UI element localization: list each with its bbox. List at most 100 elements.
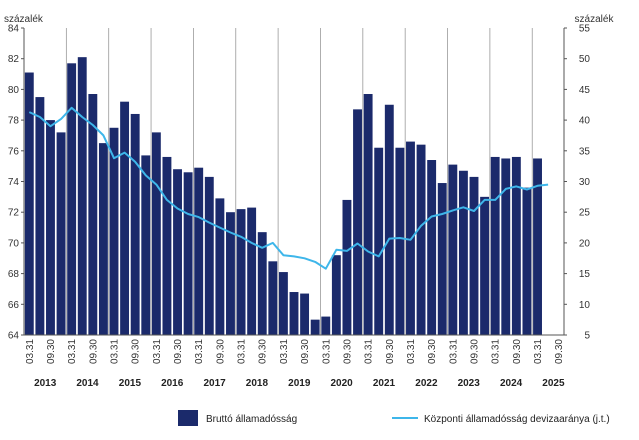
bar	[278, 272, 288, 335]
bar	[151, 132, 161, 335]
year-label: 2016	[161, 378, 184, 389]
x-tick-label: 09.30	[342, 339, 353, 364]
bar	[215, 198, 225, 335]
legend-label-line: Központi államadósság devizaaránya (j.t.…	[424, 414, 610, 425]
bar	[321, 316, 331, 335]
x-tick-label: 09.30	[470, 339, 481, 364]
left-tick-label: 84	[8, 24, 20, 35]
legend: Bruttó államadósság Központi államadóssá…	[178, 410, 610, 426]
left-tick-label: 76	[8, 146, 20, 157]
year-label: 2022	[415, 378, 438, 389]
year-label: 2021	[373, 378, 396, 389]
left-tick-label: 78	[8, 116, 20, 127]
line-path	[28, 106, 549, 270]
bar	[77, 57, 87, 335]
bar	[416, 144, 426, 335]
left-tick-label: 80	[8, 85, 20, 96]
right-tick-label: 50	[579, 54, 591, 65]
left-axis-unit: százalék	[4, 14, 44, 25]
bar	[310, 319, 320, 335]
year-label: 2024	[500, 378, 523, 389]
bar	[331, 255, 341, 335]
bar	[109, 127, 119, 336]
bar	[501, 158, 511, 335]
bar	[173, 169, 182, 335]
bar	[130, 113, 140, 336]
bar	[395, 147, 405, 335]
right-axis-unit: százalék	[575, 14, 615, 25]
year-labels: 2013 2014 2015 2016 2017 2018 2019 2020 2021 2022…	[34, 378, 565, 389]
left-tick-label: 82	[8, 54, 20, 65]
bar	[384, 104, 394, 335]
bar	[427, 160, 437, 335]
bar	[236, 209, 246, 335]
x-tick-label: 03.31	[25, 339, 36, 364]
left-axis-ticks: 64 66 68 70 72 74 76 78 80 82 84	[8, 24, 24, 342]
x-tick-label: 09.30	[300, 339, 311, 364]
right-tick-label: 10	[579, 300, 591, 311]
bar	[374, 147, 384, 335]
bar	[257, 232, 267, 335]
bar	[56, 132, 66, 335]
bar-series	[24, 57, 542, 336]
x-tick-label: 03.31	[237, 339, 248, 364]
year-label: 2017	[203, 378, 226, 389]
x-tick-label: 09.30	[554, 339, 565, 364]
bar	[194, 167, 204, 335]
year-label: 2013	[34, 378, 57, 389]
year-label: 2019	[288, 378, 311, 389]
bar	[533, 158, 542, 335]
right-tick-label: 55	[579, 24, 591, 35]
legend-label-bar: Bruttó államadósság	[206, 414, 297, 425]
bar	[469, 176, 479, 335]
legend-swatch-bar	[178, 410, 198, 426]
x-tick-label: 09.30	[427, 339, 438, 364]
gridlines	[65, 28, 533, 335]
left-tick-label: 64	[8, 331, 20, 342]
bar	[289, 292, 299, 335]
right-tick-label: 40	[579, 116, 591, 127]
bar	[141, 155, 151, 335]
right-axis-ticks: 5 10 15 20 25 30 35 40 45 50 55	[564, 24, 590, 342]
bar	[183, 172, 193, 335]
bar	[480, 196, 490, 335]
x-axis-ticks: 03.31 09.30 03.31 09.30 03.31 09.30 03.31 09.30…	[25, 339, 565, 364]
right-tick-label: 15	[579, 269, 591, 280]
left-tick-label: 66	[8, 300, 20, 311]
x-tick-label: 09.30	[258, 339, 269, 364]
year-label: 2015	[119, 378, 142, 389]
year-label: 2023	[458, 378, 481, 389]
x-tick-label: 09.30	[46, 339, 57, 364]
bar	[458, 170, 468, 335]
year-label: 2014	[76, 378, 99, 389]
year-label: 2025	[542, 378, 565, 389]
right-tick-label: 20	[579, 238, 591, 249]
bar	[342, 199, 352, 335]
bar	[353, 109, 362, 335]
bar	[35, 97, 45, 335]
right-tick-label: 45	[579, 85, 591, 96]
year-label: 2020	[330, 378, 353, 389]
bar	[24, 72, 34, 335]
bar	[162, 156, 172, 335]
left-tick-label: 74	[8, 177, 20, 188]
bar	[247, 207, 257, 335]
x-tick-label: 09.30	[131, 339, 142, 364]
right-tick-label: 35	[579, 146, 591, 157]
bar	[268, 261, 278, 335]
bar	[511, 156, 521, 335]
x-tick-label: 03.31	[364, 339, 375, 364]
x-tick-label: 03.31	[491, 339, 502, 364]
line-series	[28, 106, 549, 270]
year-label: 2018	[246, 378, 269, 389]
bar	[98, 143, 108, 335]
x-tick-label: 03.31	[533, 339, 544, 364]
right-tick-label: 5	[584, 331, 590, 342]
bar	[300, 293, 310, 335]
x-tick-label: 09.30	[512, 339, 523, 364]
x-tick-label: 03.31	[321, 339, 332, 364]
x-tick-label: 03.31	[406, 339, 417, 364]
bar	[88, 94, 98, 335]
left-tick-label: 70	[8, 238, 20, 249]
